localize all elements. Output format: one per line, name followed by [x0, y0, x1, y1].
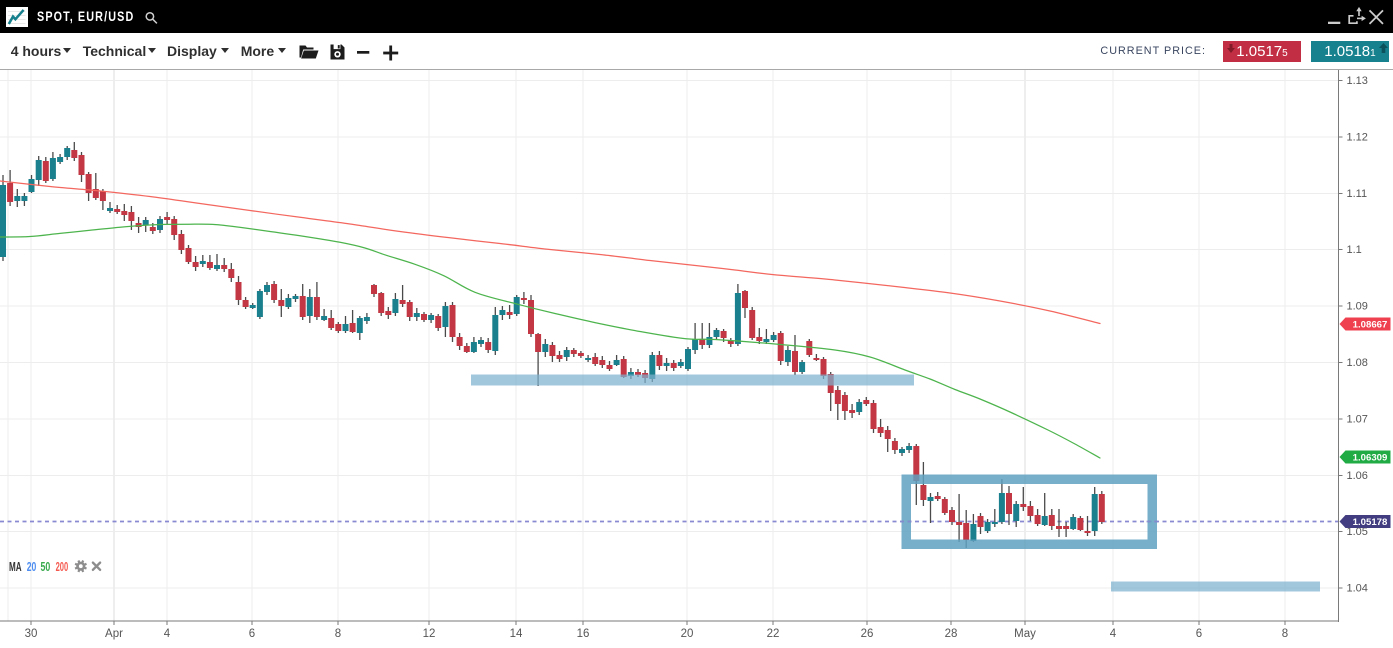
- svg-text:14: 14: [510, 628, 523, 640]
- svg-text:1.08: 1.08: [1347, 357, 1368, 369]
- svg-text:1.09: 1.09: [1347, 301, 1368, 313]
- svg-text:28: 28: [945, 628, 958, 640]
- svg-text:8: 8: [335, 628, 341, 640]
- svg-text:1.13: 1.13: [1347, 75, 1368, 87]
- svg-text:1.1: 1.1: [1347, 244, 1362, 256]
- svg-text:26: 26: [861, 628, 874, 640]
- svg-text:Apr: Apr: [105, 628, 123, 640]
- svg-text:1.05178: 1.05178: [1353, 517, 1388, 528]
- svg-text:200: 200: [56, 560, 69, 574]
- svg-text:30: 30: [25, 628, 38, 640]
- svg-text:1.06: 1.06: [1347, 470, 1368, 482]
- svg-text:16: 16: [577, 628, 590, 640]
- svg-text:1.08667: 1.08667: [1353, 320, 1388, 331]
- svg-text:1.12: 1.12: [1347, 131, 1368, 143]
- svg-text:50: 50: [41, 560, 51, 574]
- svg-text:12: 12: [423, 628, 436, 640]
- svg-text:1.11: 1.11: [1347, 188, 1368, 200]
- svg-text:20: 20: [27, 560, 37, 574]
- svg-text:1.07: 1.07: [1347, 413, 1368, 425]
- svg-text:1.06309: 1.06309: [1353, 453, 1388, 464]
- svg-text:4: 4: [164, 628, 171, 640]
- svg-text:20: 20: [681, 628, 694, 640]
- svg-text:MA: MA: [9, 560, 22, 574]
- svg-text:4: 4: [1110, 628, 1117, 640]
- svg-text:May: May: [1014, 628, 1036, 640]
- svg-text:8: 8: [1282, 628, 1288, 640]
- svg-text:6: 6: [1196, 628, 1202, 640]
- svg-text:1.05: 1.05: [1347, 526, 1368, 538]
- svg-text:22: 22: [767, 628, 780, 640]
- svg-text:1.04: 1.04: [1347, 583, 1368, 595]
- svg-text:6: 6: [249, 628, 255, 640]
